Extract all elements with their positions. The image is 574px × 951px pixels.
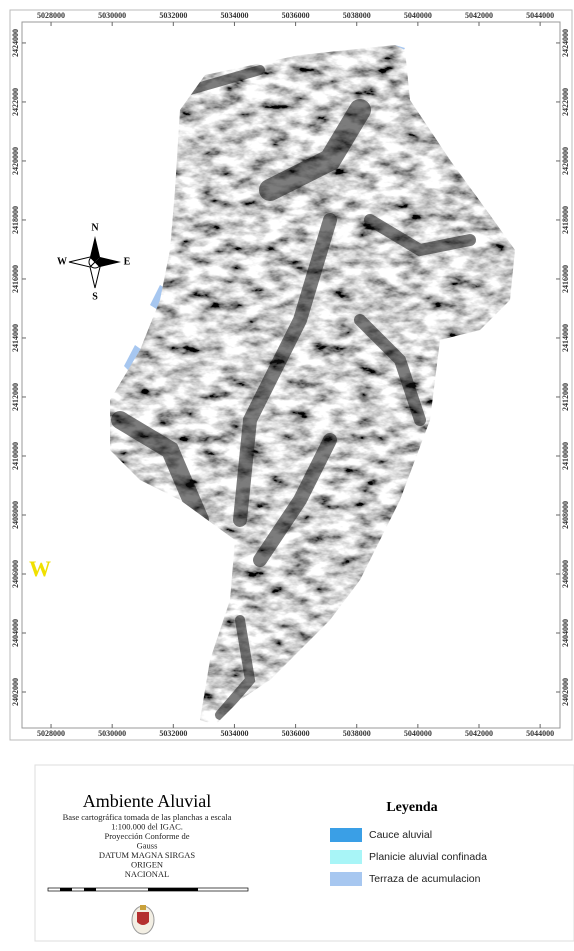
info-line: Base cartográfica tomada de las planchas… xyxy=(63,812,232,822)
y-tick-label: 2406000 xyxy=(561,560,570,588)
legend-label: Terraza de acumulacion xyxy=(369,873,481,885)
x-tick-label: 5034000 xyxy=(220,729,248,738)
x-tick-label: 5038000 xyxy=(343,11,371,20)
x-tick-label: 5030000 xyxy=(98,11,126,20)
y-tick-label: 2402000 xyxy=(561,678,570,706)
compass-e: E xyxy=(124,256,131,267)
x-tick-label: 5032000 xyxy=(159,729,187,738)
compass-n: N xyxy=(91,222,99,233)
legend-swatch xyxy=(330,850,362,864)
page: N S W E W Ambiente Aluvial Base cartográ… xyxy=(0,0,574,946)
scale-bar xyxy=(48,888,248,891)
y-tick-label: 2416000 xyxy=(11,265,20,293)
x-tick-label: 5040000 xyxy=(404,11,432,20)
legend-label: Planicie aluvial confinada xyxy=(369,851,487,863)
compass-s: S xyxy=(92,291,98,302)
y-tick-label: 2404000 xyxy=(11,619,20,647)
y-tick-label: 2420000 xyxy=(561,147,570,175)
x-tick-label: 5038000 xyxy=(343,729,371,738)
y-tick-label: 2412000 xyxy=(561,383,570,411)
info-line: Proyección Conforme de xyxy=(105,831,190,841)
x-tick-label: 5044000 xyxy=(526,11,554,20)
y-tick-label: 2402000 xyxy=(11,678,20,706)
y-tick-label: 2422000 xyxy=(561,88,570,116)
legend-swatch xyxy=(330,872,362,886)
y-tick-label: 2410000 xyxy=(11,442,20,470)
y-tick-label: 2404000 xyxy=(561,619,570,647)
y-tick-label: 2424000 xyxy=(11,29,20,57)
info-line: NACIONAL xyxy=(125,869,169,879)
x-tick-label: 5034000 xyxy=(220,11,248,20)
y-tick-label: 2406000 xyxy=(11,560,20,588)
marker-label: W xyxy=(29,556,51,581)
y-tick-label: 2414000 xyxy=(11,324,20,352)
emblem xyxy=(132,905,154,934)
y-tick-label: 2412000 xyxy=(11,383,20,411)
x-tick-label: 5042000 xyxy=(465,729,493,738)
legend-label: Cauce aluvial xyxy=(369,829,432,841)
y-tick-label: 2420000 xyxy=(11,147,20,175)
x-tick-label: 5036000 xyxy=(282,729,310,738)
info-title: Ambiente Aluvial xyxy=(83,791,211,811)
y-tick-label: 2408000 xyxy=(561,501,570,529)
info-line: ORIGEN xyxy=(131,859,163,869)
y-tick-label: 2414000 xyxy=(561,324,570,352)
x-tick-label: 5036000 xyxy=(282,11,310,20)
legend-swatch xyxy=(330,828,362,842)
x-tick-label: 5028000 xyxy=(37,729,65,738)
y-tick-label: 2410000 xyxy=(561,442,570,470)
x-tick-label: 5040000 xyxy=(404,729,432,738)
y-tick-label: 2422000 xyxy=(11,88,20,116)
x-tick-label: 5042000 xyxy=(465,11,493,20)
info-line: 1:100.000 del IGAC. xyxy=(111,821,183,831)
info-line: Gauss xyxy=(137,840,158,850)
y-tick-label: 2416000 xyxy=(561,265,570,293)
x-tick-label: 5030000 xyxy=(98,729,126,738)
x-tick-label: 5032000 xyxy=(159,11,187,20)
x-tick-label: 5044000 xyxy=(526,729,554,738)
y-tick-label: 2418000 xyxy=(561,206,570,234)
y-tick-label: 2418000 xyxy=(11,206,20,234)
compass-w: W xyxy=(57,256,67,267)
info-line: DATUM MAGNA SIRGAS xyxy=(99,850,196,860)
y-tick-label: 2408000 xyxy=(11,501,20,529)
y-tick-label: 2424000 xyxy=(561,29,570,57)
legend-title: Leyenda xyxy=(386,800,437,815)
x-tick-label: 5028000 xyxy=(37,11,65,20)
